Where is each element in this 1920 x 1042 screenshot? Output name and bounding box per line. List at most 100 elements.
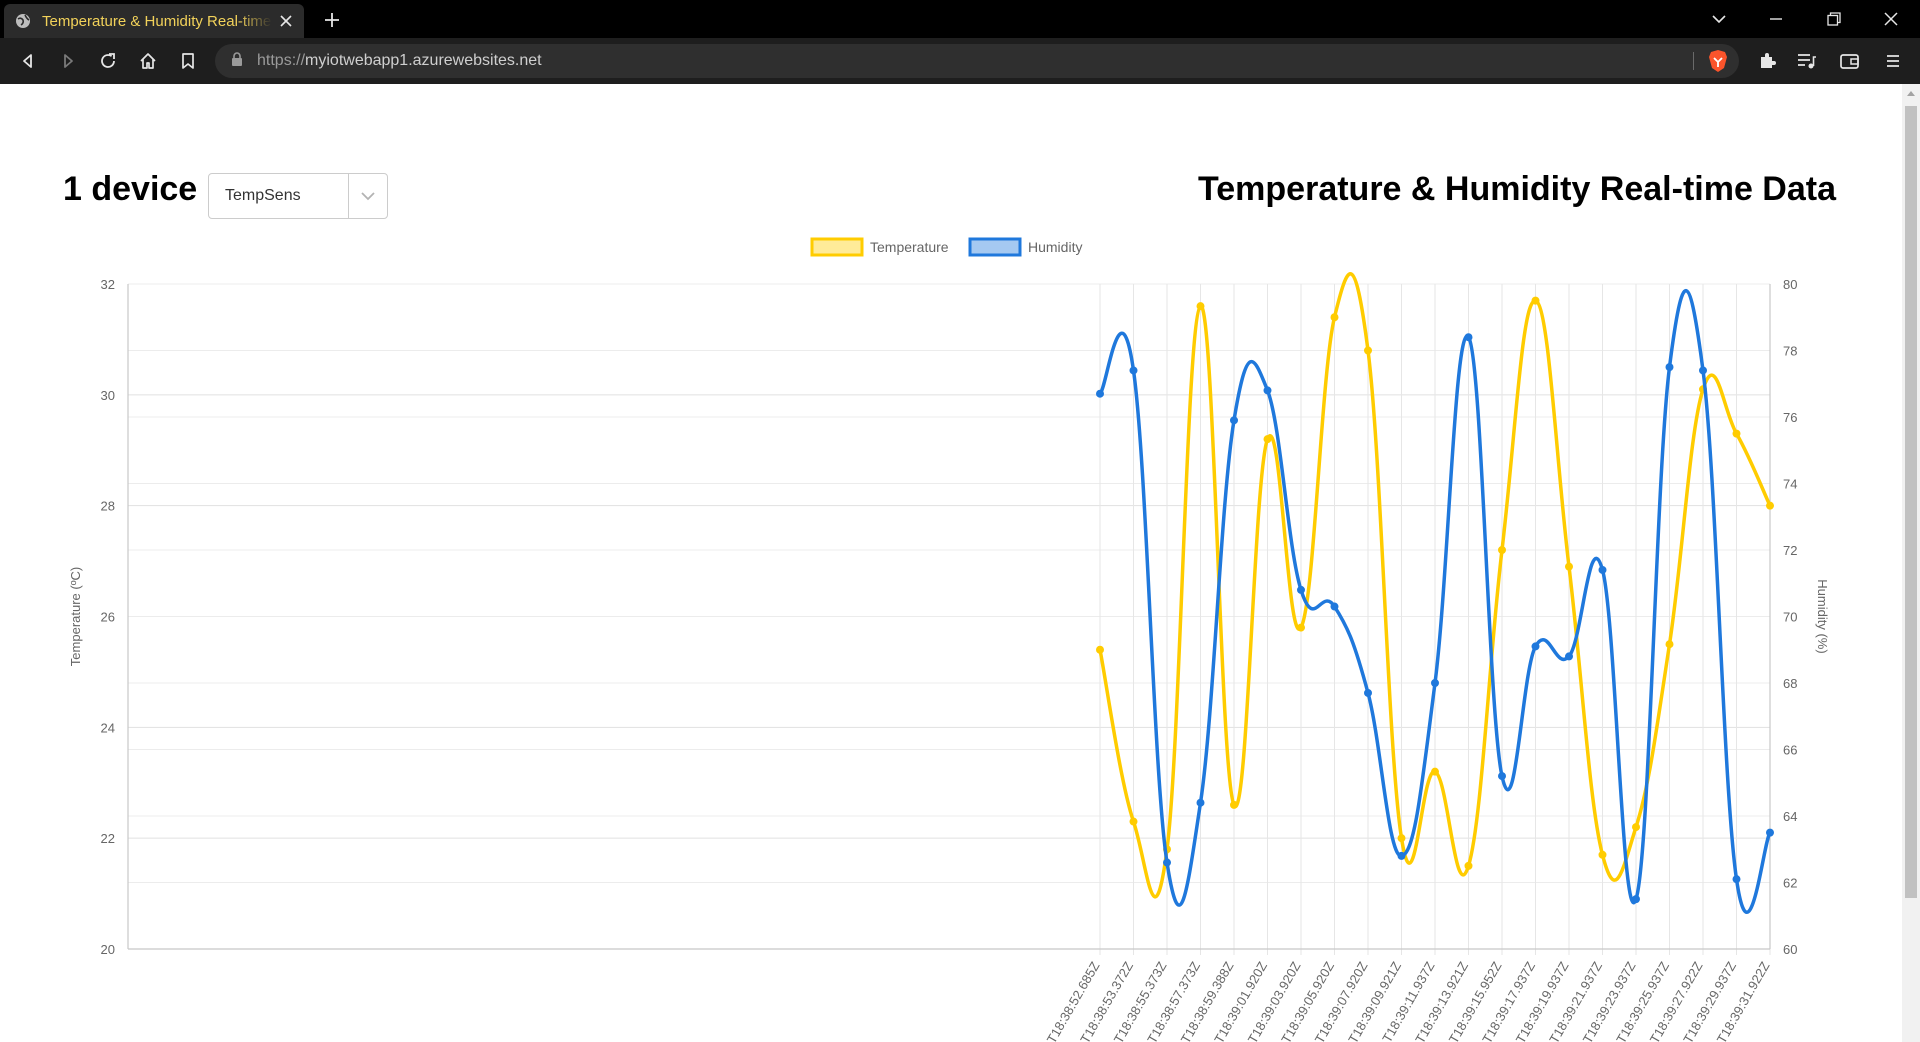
y-right-tick-label: 74 <box>1783 477 1797 492</box>
restore-icon[interactable] <box>1811 6 1857 32</box>
humidity-point <box>1632 895 1640 904</box>
y-right-tick-label: 70 <box>1783 610 1797 625</box>
close-tab-icon[interactable] <box>278 13 294 29</box>
select-divider <box>348 174 349 218</box>
scroll-up-arrow-icon[interactable] <box>1902 84 1920 102</box>
temperature-point <box>1766 501 1774 510</box>
globe-icon <box>14 12 32 30</box>
temperature-point <box>1230 800 1238 809</box>
humidity-point <box>1732 875 1741 884</box>
browser-toolbar: https://myiotwebapp1.azurewebsites.net <box>0 38 1920 84</box>
y-left-axis-title: Temperature (ºC) <box>68 567 83 666</box>
bookmark-icon[interactable] <box>176 49 200 73</box>
minimize-icon[interactable] <box>1753 6 1799 32</box>
y-right-tick-label: 80 <box>1783 277 1797 292</box>
temperature-point <box>1096 645 1104 654</box>
temperature-point <box>1330 313 1339 322</box>
humidity-point <box>1129 366 1138 375</box>
y-right-tick-label: 62 <box>1783 876 1797 891</box>
temperature-point <box>1531 296 1540 305</box>
temperature-point <box>1431 767 1439 776</box>
humidity-point <box>1330 602 1339 611</box>
extensions-puzzle-icon[interactable] <box>1755 49 1779 73</box>
y-left-tick-label: 20 <box>101 942 115 957</box>
device-select[interactable]: TempSens <box>208 173 388 219</box>
url-text[interactable]: https://myiotwebapp1.azurewebsites.net <box>257 52 542 69</box>
temperature-point <box>1397 834 1406 843</box>
device-count: 1 device <box>63 170 198 208</box>
media-playlist-icon[interactable] <box>1795 49 1819 73</box>
y-left-tick-label: 24 <box>101 720 115 735</box>
scrollbar-thumb[interactable] <box>1905 106 1917 898</box>
y-left-tick-label: 28 <box>101 499 115 514</box>
humidity-point <box>1565 652 1573 661</box>
humidity-point <box>1498 772 1506 781</box>
new-tab-plus-icon[interactable] <box>320 8 344 32</box>
back-arrow-icon[interactable] <box>16 49 40 73</box>
tab-title: Temperature & Humidity Real-time Data <box>42 12 272 30</box>
humidity-line <box>1098 289 1772 914</box>
temperature-point <box>1263 435 1272 444</box>
temperature-point <box>1129 817 1138 826</box>
web-page: 1 device TempSens Temperature & Humidity… <box>0 84 1902 1042</box>
temperature-point <box>1196 302 1205 311</box>
chart-grid <box>128 283 1771 955</box>
close-window-icon[interactable] <box>1868 6 1914 32</box>
humidity-point <box>1196 798 1205 807</box>
humidity-point <box>1431 679 1439 687</box>
humidity-point <box>1263 386 1272 395</box>
legend-swatch-humidity <box>968 237 1022 257</box>
legend-swatch-temperature <box>810 237 864 257</box>
y-right-tick-label: 60 <box>1783 942 1797 957</box>
reload-icon[interactable] <box>96 49 120 73</box>
legend-label-humidity: Humidity <box>1028 239 1082 255</box>
home-icon[interactable] <box>136 49 160 73</box>
legend-label-temperature: Temperature <box>870 239 949 255</box>
humidity-point <box>1230 416 1238 425</box>
y-right-tick-label: 78 <box>1783 344 1797 359</box>
wallet-icon[interactable] <box>1838 49 1862 73</box>
y-right-tick-label: 72 <box>1783 543 1797 558</box>
humidity-point <box>1699 366 1707 375</box>
temperature-humidity-chart: Temperature Humidity 20 22 24 26 28 30 32 60 62 64… <box>68 237 1830 1042</box>
y-right-axis-title: Humidity (%) <box>1815 579 1830 653</box>
tab-bar: Temperature & Humidity Real-time Data <box>0 0 1920 38</box>
temperature-point <box>1498 546 1506 554</box>
y-left-tick-label: 26 <box>101 610 115 625</box>
y-left-tick-label: 30 <box>101 388 115 403</box>
temperature-point <box>1632 823 1640 832</box>
url-divider <box>1693 52 1694 70</box>
chevron-down-icon[interactable] <box>349 174 387 218</box>
y-left-tick-label: 32 <box>101 277 115 292</box>
y-right-tick-label: 66 <box>1783 743 1797 758</box>
device-select-value: TempSens <box>225 187 301 204</box>
lock-icon[interactable] <box>231 51 243 71</box>
y-right-tick-label: 76 <box>1783 410 1797 425</box>
y-right-tick-label: 64 <box>1783 809 1797 824</box>
temperature-point <box>1364 346 1372 355</box>
chart-series <box>1096 272 1774 914</box>
humidity-point <box>1297 585 1305 594</box>
temperature-point <box>1565 562 1573 571</box>
humidity-point <box>1531 642 1540 651</box>
humidity-point <box>1096 389 1104 398</box>
temperature-point <box>1464 861 1473 870</box>
temperature-point <box>1732 429 1741 438</box>
menu-hamburger-icon[interactable] <box>1881 49 1905 73</box>
brave-shields-icon[interactable] <box>1707 49 1731 73</box>
humidity-point <box>1364 688 1372 697</box>
humidity-point <box>1163 858 1171 867</box>
humidity-point <box>1464 333 1473 342</box>
browser-tab-active[interactable]: Temperature & Humidity Real-time Data <box>4 4 304 38</box>
y-right-tick-label: 68 <box>1783 676 1797 691</box>
address-bar[interactable]: https://myiotwebapp1.azurewebsites.net <box>215 44 1739 78</box>
forward-arrow-icon[interactable] <box>56 49 80 73</box>
temperature-point <box>1665 640 1674 649</box>
page-scrollbar[interactable] <box>1902 84 1920 1042</box>
tab-search-chevron-icon[interactable] <box>1696 6 1742 32</box>
temperature-point <box>1598 850 1607 859</box>
humidity-point <box>1598 565 1607 574</box>
chart-legend: Temperature Humidity <box>810 237 1082 257</box>
humidity-point <box>1397 851 1406 860</box>
y-left-tick-label: 22 <box>101 831 115 846</box>
